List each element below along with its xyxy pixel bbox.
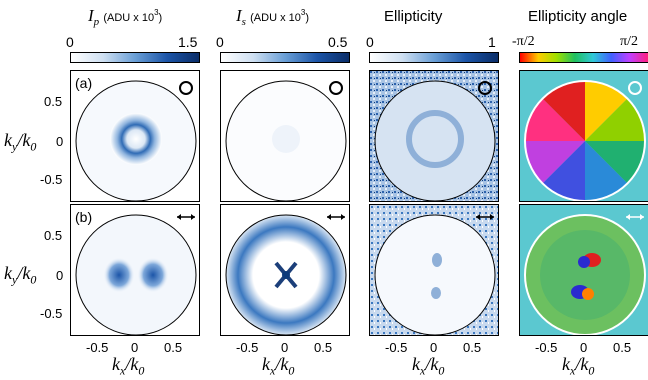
x-tick: -0.5 xyxy=(535,340,558,355)
panel-a-is xyxy=(220,70,350,202)
double-arrow-icon xyxy=(476,214,494,220)
colorbar-angle-max: π/2 xyxy=(620,34,638,49)
colorbar-angle-min: -π/2 xyxy=(512,34,535,49)
is-unit: (ADU x 10 xyxy=(250,12,301,24)
x-tick: -0.5 xyxy=(385,340,408,355)
y-tick: -0.5 xyxy=(40,172,63,187)
x-axis-label: kx/k0 xyxy=(112,354,145,378)
y-tick: 0 xyxy=(56,268,64,283)
x-tick: 0.5 xyxy=(164,340,183,355)
colorbar-ellipticity-min: 0 xyxy=(366,34,374,50)
y-tick: 0 xyxy=(56,134,64,149)
ip-symbol: I xyxy=(88,6,94,25)
x-axis-label: kx/k0 xyxy=(412,354,445,378)
double-arrow-icon xyxy=(327,214,345,220)
x-tick: 0.5 xyxy=(463,340,482,355)
double-arrow-icon xyxy=(626,214,644,220)
panel-a-ip: (a) xyxy=(70,70,200,202)
panel-label-b: (b) xyxy=(75,209,93,225)
x-tick: -0.5 xyxy=(86,340,109,355)
x-tick: 0.5 xyxy=(314,340,333,355)
y-tick: 0.5 xyxy=(44,228,63,243)
x-tick: 0 xyxy=(281,340,289,355)
ip-subscript: p xyxy=(93,16,100,28)
panel-b-angle xyxy=(519,204,648,336)
circular-icon xyxy=(329,81,343,95)
is-close: ) xyxy=(305,12,309,24)
panel-b-ellipticity xyxy=(369,204,499,336)
colorbar-is-min: 0 xyxy=(216,34,224,50)
ip-exponent: 3 xyxy=(154,8,159,17)
colorbar-ellipticity-title: Ellipticity xyxy=(384,8,443,25)
colorbar-is-max: 0.5 xyxy=(328,34,348,50)
panel-b-is xyxy=(220,204,350,336)
x-tick: 0 xyxy=(430,340,438,355)
ip-close: ) xyxy=(158,12,163,24)
colorbar-ip-title: Ip (ADU x 103) xyxy=(88,6,162,28)
y-tick: -0.5 xyxy=(40,306,63,321)
colorbar-is xyxy=(220,52,350,63)
x-tick: 0 xyxy=(131,340,139,355)
ip-unit: (ADU x 10 xyxy=(103,12,155,24)
y-axis-label-row-a: ky/k0 xyxy=(4,130,37,154)
is-exponent: 3 xyxy=(300,8,306,17)
panel-a-ellipticity xyxy=(369,70,499,202)
colorbar-ip-max: 1.5 xyxy=(178,34,198,50)
y-tick: 0.5 xyxy=(44,94,63,109)
is-subscript: s xyxy=(241,16,246,28)
x-tick: 0.5 xyxy=(613,340,632,355)
panel-a-angle xyxy=(519,70,648,202)
circular-icon xyxy=(628,81,642,95)
colorbar-ellipticity xyxy=(369,52,499,63)
x-axis-label: kx/k0 xyxy=(262,354,295,378)
panel-label-a: (a) xyxy=(75,75,93,91)
x-tick: -0.5 xyxy=(236,340,259,355)
circular-icon xyxy=(179,81,193,95)
y-axis-label-row-b: ky/k0 xyxy=(4,263,37,287)
colorbar-ip-min: 0 xyxy=(66,34,74,50)
colorbar-ip xyxy=(70,52,200,63)
x-tick: 0 xyxy=(580,340,588,355)
panel-b-ip: (b) xyxy=(70,204,200,336)
x-axis-label: kx/k0 xyxy=(562,354,595,378)
colorbar-ellipticity-max: 1 xyxy=(488,34,496,50)
colorbar-angle xyxy=(519,52,648,63)
colorbar-angle-title: Ellipticity angle xyxy=(528,8,628,25)
double-arrow-icon xyxy=(177,214,195,220)
colorbar-is-title: Is (ADU x 103) xyxy=(236,6,309,28)
is-symbol: I xyxy=(236,6,242,25)
circular-icon xyxy=(478,81,492,95)
